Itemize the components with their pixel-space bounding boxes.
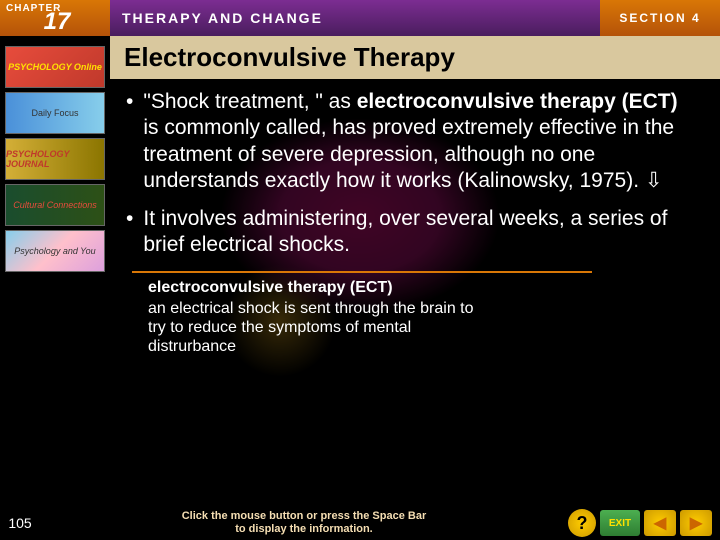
header-bar: CHAPTER 17 THERAPY AND CHANGE SECTION 4 bbox=[0, 0, 720, 36]
nav-controls: ? EXIT ◀ ▶ bbox=[568, 509, 720, 537]
slide-number: 105 bbox=[0, 515, 40, 531]
divider bbox=[132, 271, 592, 273]
sidebar: PSYCHOLOGY Online Daily Focus PSYCHOLOGY… bbox=[0, 36, 110, 506]
hint-text: Click the mouse button or press the Spac… bbox=[40, 510, 568, 536]
exit-button[interactable]: EXIT bbox=[600, 510, 640, 536]
main-area: PSYCHOLOGY Online Daily Focus PSYCHOLOGY… bbox=[0, 36, 720, 506]
next-button[interactable]: ▶ bbox=[680, 510, 712, 536]
chapter-title: THERAPY AND CHANGE bbox=[110, 0, 600, 36]
footer-bar: 105 Click the mouse button or press the … bbox=[0, 506, 720, 540]
bullet-item: • It involves administering, over severa… bbox=[126, 206, 696, 259]
bullet-marker: • bbox=[126, 206, 133, 259]
slide-body: • "Shock treatment, " as electroconvulsi… bbox=[110, 79, 720, 259]
slide-title: Electroconvulsive Therapy bbox=[110, 36, 720, 79]
definition-block: electroconvulsive therapy (ECT) an elect… bbox=[148, 279, 488, 357]
bullet-item: • "Shock treatment, " as electroconvulsi… bbox=[126, 89, 696, 194]
definition-term: electroconvulsive therapy (ECT) bbox=[148, 279, 488, 297]
chapter-label: CHAPTER bbox=[6, 3, 61, 14]
chapter-badge: CHAPTER 17 bbox=[0, 0, 110, 36]
help-button[interactable]: ? bbox=[568, 509, 596, 537]
bullet-text: "Shock treatment, " as electroconvulsive… bbox=[143, 89, 696, 194]
bullet-marker: • bbox=[126, 89, 133, 194]
sidebar-item-psychology-online[interactable]: PSYCHOLOGY Online bbox=[5, 46, 105, 88]
slide-content: Electroconvulsive Therapy • "Shock treat… bbox=[110, 36, 720, 506]
sidebar-item-psychology-and-you[interactable]: Psychology and You bbox=[5, 230, 105, 272]
bullet-text: It involves administering, over several … bbox=[143, 206, 696, 259]
section-badge: SECTION 4 bbox=[600, 0, 720, 36]
sidebar-item-psychology-journal[interactable]: PSYCHOLOGY JOURNAL bbox=[5, 138, 105, 180]
sidebar-item-cultural-connections[interactable]: Cultural Connections bbox=[5, 184, 105, 226]
definition-text: an electrical shock is sent through the … bbox=[148, 299, 488, 357]
sidebar-item-daily-focus[interactable]: Daily Focus bbox=[5, 92, 105, 134]
prev-button[interactable]: ◀ bbox=[644, 510, 676, 536]
